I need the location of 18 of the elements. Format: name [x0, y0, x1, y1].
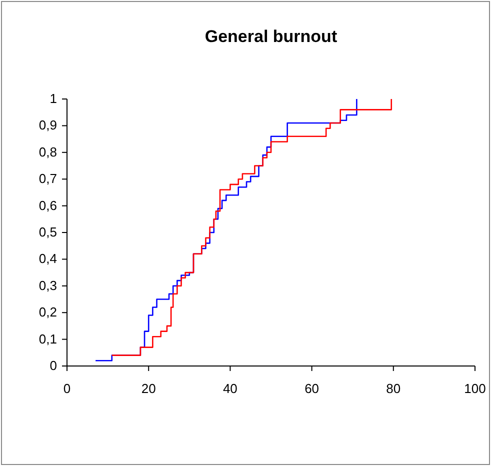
- y-tick-label: 0,9: [38, 118, 57, 133]
- y-tick-label: 1: [50, 91, 57, 106]
- y-tick-label: 0,3: [38, 278, 57, 293]
- y-tick-label: 0,7: [38, 171, 57, 186]
- y-tick-label: 0,4: [38, 251, 57, 266]
- y-tick-label: 0,2: [38, 304, 57, 320]
- y-tick-label: 0,1: [38, 331, 57, 346]
- x-tick-label: 80: [386, 381, 401, 396]
- chart-title: General burnout: [204, 27, 338, 46]
- y-tick-label: 0,6: [38, 198, 57, 213]
- x-tick-label: 0: [63, 381, 71, 396]
- y-tick-label: 0: [50, 358, 57, 373]
- x-tick-label: 60: [304, 381, 320, 396]
- y-tick-label: 0,5: [38, 224, 57, 240]
- y-tick-label: 0,8: [38, 144, 57, 160]
- x-tick-label: 40: [222, 381, 238, 396]
- x-tick-label: 100: [464, 381, 486, 396]
- x-tick-label: 20: [141, 381, 156, 396]
